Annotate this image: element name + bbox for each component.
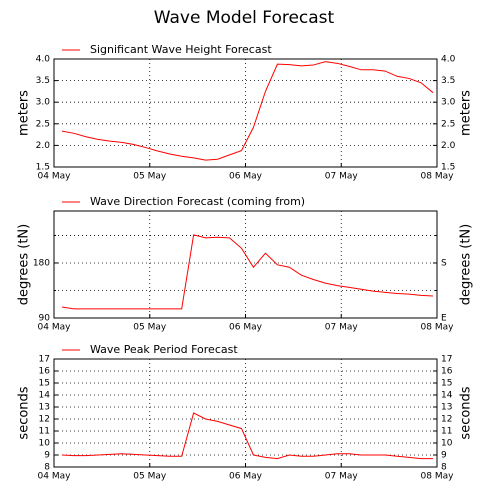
- y-tick-label: 16: [39, 367, 51, 377]
- y2-tick-label: 8: [441, 463, 447, 473]
- panel: 04 May 05 May 06 May 07 May 08 May 90 180 E Sdeg…: [17, 195, 474, 333]
- y-tick-label: 4.0: [36, 55, 51, 65]
- y-tick-label: 11: [39, 427, 50, 437]
- y2-tick-label: 2.0: [441, 141, 456, 151]
- y-tick-label: 17: [39, 355, 50, 365]
- x-tick-label: 04 May: [38, 323, 72, 333]
- y2-tick-label: 12: [441, 415, 452, 425]
- y-tick-label: 15: [39, 379, 50, 389]
- x-tick-label: 04 May: [38, 472, 72, 482]
- y-axis-label: degrees (tN): [17, 224, 32, 305]
- x-tick-label: 06 May: [229, 472, 263, 482]
- y-tick-label: 8: [44, 463, 50, 473]
- x-tick-label: 08 May: [421, 323, 455, 333]
- y-tick-label: 14: [39, 391, 51, 401]
- y-tick-label: 2.0: [36, 141, 51, 151]
- y2-tick-label: S: [441, 258, 447, 268]
- y-tick-label: 10: [39, 439, 51, 449]
- y2-tick-label: 17: [441, 355, 452, 365]
- x-tick-label: 07 May: [325, 323, 359, 333]
- plot-frame: [53, 210, 438, 319]
- y-tick-label: 180: [33, 258, 50, 268]
- x-tick-label: 07 May: [325, 172, 359, 182]
- y-tick-label: 9: [44, 451, 50, 461]
- x-tick-label: 08 May: [421, 172, 455, 182]
- y2-tick-label: 3.5: [441, 76, 455, 86]
- y2-tick-label: 14: [441, 391, 453, 401]
- y-tick-label: 12: [39, 415, 50, 425]
- plot-frame: [53, 358, 438, 468]
- y2-tick-label: 11: [441, 427, 452, 437]
- legend-label: Significant Wave Height Forecast: [90, 43, 272, 56]
- y2-tick-label: 1.5: [441, 163, 455, 173]
- x-tick-label: 07 May: [325, 472, 359, 482]
- y-axis-label: seconds: [17, 386, 32, 439]
- y2-tick-label: 9: [441, 451, 447, 461]
- y2-tick-label: 4.0: [441, 55, 456, 65]
- y-tick-label: 13: [39, 403, 50, 413]
- panel: 04 May 05 May 06 May 07 May 08 May1.52.02.53…: [17, 43, 474, 182]
- x-tick-label: 06 May: [229, 323, 263, 333]
- y2-axis-label: meters: [459, 90, 474, 136]
- y-tick-label: 1.5: [36, 163, 50, 173]
- y2-axis-label: seconds: [459, 386, 474, 439]
- y-tick-label: 3.0: [36, 98, 51, 108]
- x-tick-label: 04 May: [38, 172, 72, 182]
- x-tick-label: 05 May: [133, 172, 167, 182]
- series-line: [61, 234, 434, 310]
- x-tick-label: 08 May: [421, 472, 455, 482]
- series-line: [61, 412, 434, 460]
- x-tick-label: 05 May: [133, 323, 167, 333]
- y2-tick-label: 13: [441, 403, 452, 413]
- y2-axis-label: degrees (tN): [459, 224, 474, 305]
- y2-tick-label: 15: [441, 379, 452, 389]
- y-tick-label: 3.5: [36, 76, 50, 86]
- x-tick-label: 05 May: [133, 472, 167, 482]
- y-axis-label: meters: [17, 90, 32, 136]
- y2-tick-label: 10: [441, 439, 453, 449]
- series-line: [61, 61, 434, 161]
- y-tick-label: 90: [39, 314, 51, 324]
- legend-label: Wave Peak Period Forecast: [90, 343, 238, 356]
- y2-tick-label: 3.0: [441, 98, 456, 108]
- legend-label: Wave Direction Forecast (coming from): [90, 195, 305, 208]
- y2-tick-label: E: [441, 314, 447, 324]
- x-tick-label: 06 May: [229, 172, 263, 182]
- panel: 04 May 05 May 06 May 07 May 08 May8910111213…: [17, 343, 474, 482]
- y-tick-label: 2.5: [36, 119, 50, 129]
- figure-title: Wave Model Forecast: [154, 8, 335, 28]
- plot-frame: [53, 58, 438, 168]
- y2-tick-label: 2.5: [441, 119, 455, 129]
- y2-tick-label: 16: [441, 367, 453, 377]
